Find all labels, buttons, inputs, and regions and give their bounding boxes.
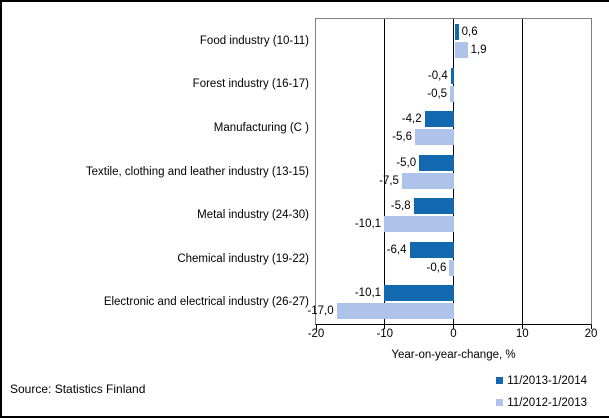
x-tick-label: 0 — [450, 328, 457, 340]
bar-value-label: -5,8 — [390, 200, 411, 213]
bar-previous — [449, 259, 454, 276]
x-tick-mark — [315, 325, 317, 329]
bar-value-label: -10,1 — [354, 218, 382, 231]
category-label: Manufacturing (C ) — [213, 121, 309, 134]
bar-value-label: -0,5 — [427, 87, 448, 100]
legend-swatch-dark-icon — [496, 377, 504, 384]
x-tick-label: -10 — [376, 328, 394, 340]
gridline — [521, 19, 523, 324]
legend-item-previous: 11/2012-1/2013 — [496, 396, 587, 409]
legend-label: 11/2013-1/2014 — [507, 374, 587, 387]
category-label: Electronic and electrical industry (26-2… — [103, 296, 309, 309]
category-label: Food industry (10-11) — [199, 34, 309, 47]
legend-label: 11/2012-1/2013 — [507, 396, 587, 409]
bar-value-label: -6,4 — [386, 243, 407, 256]
bar-previous — [401, 172, 454, 189]
bar-current — [450, 67, 454, 84]
x-tick-label: -20 — [307, 328, 325, 340]
bar-current — [409, 241, 454, 258]
bar-value-label: -10,1 — [354, 287, 382, 300]
x-tick-label: 10 — [515, 328, 529, 340]
bar-previous — [415, 129, 454, 146]
x-tick-mark — [521, 325, 523, 329]
x-tick-label: 20 — [584, 328, 598, 340]
source-text: Source: Statistics Finland — [10, 382, 146, 396]
bar-value-label: -0,6 — [426, 261, 447, 274]
legend-item-current: 11/2013-1/2014 — [496, 374, 587, 387]
zero-axis-line — [453, 19, 454, 324]
x-tick-mark — [590, 325, 592, 329]
bar-value-label: -0,4 — [427, 69, 448, 82]
bar-current — [413, 198, 454, 215]
bar-value-label: 1,9 — [470, 44, 487, 56]
x-tick-mark — [453, 325, 454, 329]
bar-value-label: -4,2 — [401, 113, 422, 126]
bar-previous — [384, 216, 454, 233]
bar-previous — [450, 85, 454, 102]
bar-previous — [454, 42, 468, 58]
category-label: Metal industry (24-30) — [197, 209, 309, 222]
bar-value-label: -7,5 — [379, 174, 399, 187]
category-label: Textile, clothing and leather industry (… — [85, 165, 309, 178]
bar-current — [424, 111, 454, 128]
bar-value-label: -5,6 — [392, 131, 412, 144]
category-label: Forest industry (16-17) — [192, 78, 309, 91]
bar-value-label: 0,6 — [461, 26, 478, 38]
bar-value-label: -5,0 — [396, 156, 417, 169]
plot-area: 0,6 1,9 -0,4 -0,5 -4,2 -5,6 -5,0 -7,5 -5,8 -10,1-… — [307, 18, 592, 325]
bar-current — [419, 154, 454, 171]
x-axis-title: Year-on-year-change, % — [391, 349, 516, 361]
category-label: Chemical industry (19-22) — [177, 252, 309, 265]
bar-previous — [336, 303, 454, 320]
gridline — [384, 19, 386, 324]
legend-swatch-light-icon — [496, 399, 504, 406]
bar-value-label: -17,0 — [307, 305, 334, 318]
legend: 11/2013-1/2014 11/2012-1/2013 — [496, 374, 587, 416]
bar-current — [384, 285, 454, 302]
x-tick-mark — [384, 325, 386, 329]
bar-current — [454, 24, 459, 40]
